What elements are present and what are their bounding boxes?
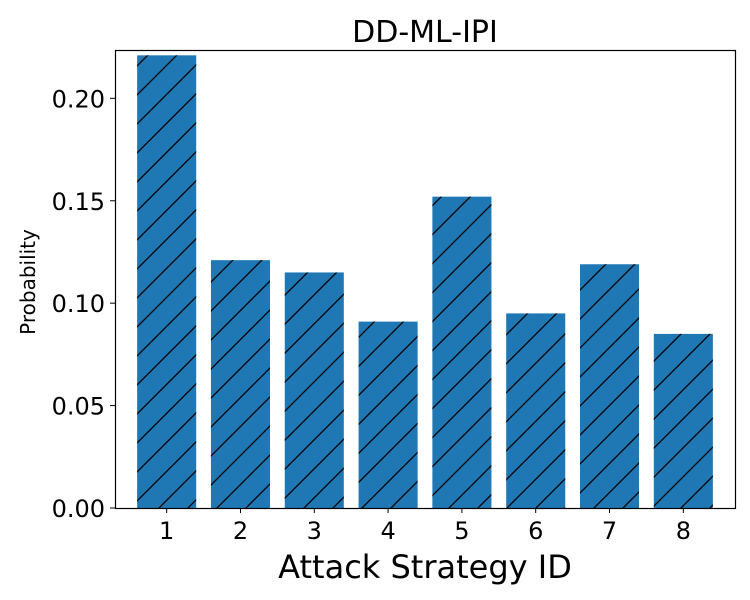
x-tick-label: 2 — [233, 517, 248, 545]
plot-frame — [114, 49, 737, 510]
y-tick-label: 0.10 — [52, 290, 105, 318]
x-tick-label: 6 — [528, 517, 543, 545]
x-axis: 1 2 3 4 5 6 7 8 — [159, 508, 691, 545]
y-tick-label: 0.05 — [52, 393, 105, 421]
y-axis-label: Probability — [16, 229, 40, 335]
x-tick-label: 1 — [159, 517, 174, 545]
x-tick-label: 8 — [676, 517, 691, 545]
bar-hatch-2 — [210, 260, 270, 508]
bar-hatch-1 — [137, 55, 197, 508]
x-tick-label: 3 — [307, 517, 322, 545]
bar-hatch-3 — [284, 272, 344, 508]
bars-group — [137, 55, 713, 508]
bar-hatch-6 — [506, 313, 566, 508]
x-axis-label: Attack Strategy ID — [278, 548, 572, 586]
y-tick-label: 0.15 — [52, 188, 105, 216]
x-tick-label: 4 — [380, 517, 395, 545]
chart-title: DD-ML-IPI — [352, 15, 498, 50]
y-tick-label: 0.20 — [52, 85, 105, 113]
bar-hatch-8 — [653, 333, 713, 508]
y-tick-label: 0.00 — [52, 495, 105, 523]
bar-hatch-5 — [432, 196, 492, 508]
x-tick-label: 5 — [454, 517, 469, 545]
bar-hatch-4 — [358, 321, 418, 508]
y-axis: 0.00 0.05 0.10 0.15 0.20 — [52, 85, 115, 523]
x-tick-label: 7 — [602, 517, 617, 545]
bar-hatch-7 — [580, 264, 640, 508]
